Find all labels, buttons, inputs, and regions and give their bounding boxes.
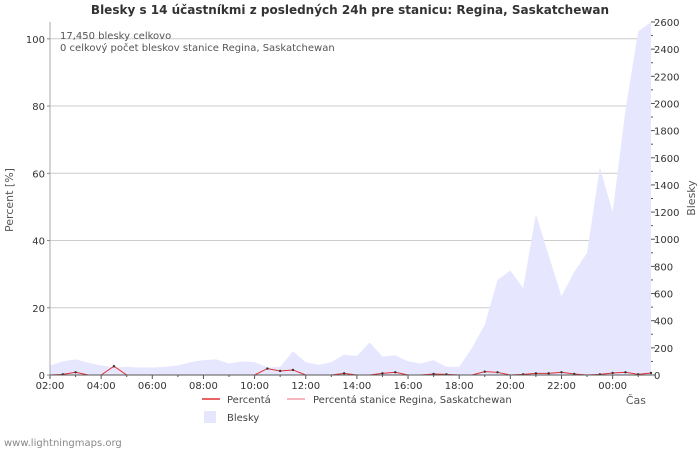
left-tick-label-0: 0 bbox=[39, 371, 45, 382]
percent-point-23 bbox=[342, 372, 346, 375]
percent-point-40 bbox=[560, 371, 563, 374]
x-tick-label-2: 06:00 bbox=[138, 381, 167, 392]
percent-point-34 bbox=[483, 370, 486, 373]
right-tick-label-13: 2600 bbox=[654, 18, 679, 29]
x-tick-label-0: 02:00 bbox=[36, 381, 65, 392]
right-tick-label-4: 800 bbox=[654, 262, 673, 273]
percent-point-45 bbox=[624, 371, 627, 374]
legend-swatch-strikes bbox=[204, 411, 216, 423]
right-axis-ticks: 0 200 400 600 800 1000 1200 1400 1600 1800 2000 220… bbox=[651, 18, 679, 382]
x-tick-label-11: 00:00 bbox=[598, 381, 627, 392]
x-axis-ticks: 02:00 04:00 06:00 08:00 10:00 12:00 14:00 16:00… bbox=[36, 375, 639, 392]
x-tick-label-4: 10:00 bbox=[240, 381, 269, 392]
area-layer bbox=[50, 22, 651, 375]
left-tick-label-1: 20 bbox=[32, 304, 45, 315]
percent-point-5 bbox=[112, 365, 116, 368]
percent-point-27 bbox=[394, 371, 397, 374]
percent-point-38 bbox=[534, 372, 538, 375]
right-tick-label-11: 2200 bbox=[654, 72, 679, 83]
x-tick-label-10: 22:00 bbox=[547, 381, 576, 392]
left-axis-ticks: 0 20 40 60 80 100 bbox=[26, 35, 50, 382]
legend-label-strikes: Blesky bbox=[227, 413, 259, 424]
percent-point-35 bbox=[496, 371, 499, 374]
legend-label-percent: Percentá bbox=[227, 394, 271, 406]
x-tick-label-6: 14:00 bbox=[342, 381, 371, 392]
right-tick-label-9: 1800 bbox=[654, 127, 679, 138]
percent-point-17 bbox=[266, 367, 269, 370]
x-tick-label-1: 04:00 bbox=[87, 381, 116, 392]
right-tick-label-2: 400 bbox=[654, 317, 673, 328]
percent-point-2 bbox=[74, 371, 77, 374]
percent-point-18 bbox=[278, 369, 282, 373]
x-tick-label-5: 12:00 bbox=[291, 381, 320, 392]
right-tick-label-8: 1600 bbox=[654, 154, 679, 165]
x-tick-label-9: 20:00 bbox=[496, 381, 525, 392]
x-tick-label-3: 08:00 bbox=[189, 381, 218, 392]
right-tick-label-7: 1400 bbox=[654, 181, 679, 192]
grid-lines bbox=[50, 38, 651, 309]
y-axis-left-label: Percent [%] bbox=[3, 168, 16, 232]
right-tick-label-1: 200 bbox=[654, 344, 673, 355]
left-tick-label-4: 80 bbox=[32, 102, 45, 113]
percent-point-19 bbox=[291, 368, 295, 372]
percent-point-26 bbox=[381, 372, 384, 375]
percent-point-47 bbox=[649, 371, 653, 375]
legend: Percentá Percentá stanice Regina, Saskat… bbox=[202, 394, 512, 424]
left-tick-label-5: 100 bbox=[26, 35, 45, 46]
legend-label-station-percent: Percentá stanice Regina, Saskatchewan bbox=[313, 394, 512, 406]
info-station-strikes: 0 celkový počet bleskov stanice Regina, … bbox=[60, 42, 335, 54]
left-tick-label-2: 40 bbox=[32, 237, 45, 248]
percent-point-44 bbox=[611, 371, 614, 375]
percent-point-39 bbox=[547, 372, 550, 375]
x-axis-label: Čas bbox=[626, 394, 646, 407]
chart-title: Blesky s 14 účastníkmi z posledných 24h … bbox=[91, 3, 609, 17]
right-tick-label-5: 1000 bbox=[654, 235, 679, 246]
x-tick-label-8: 18:00 bbox=[445, 381, 474, 392]
source-watermark: www.lightningmaps.org bbox=[4, 438, 122, 449]
right-tick-label-6: 1200 bbox=[654, 208, 679, 219]
info-total-strikes: 17,450 blesky celkovo bbox=[60, 31, 171, 42]
right-tick-label-10: 2000 bbox=[654, 99, 679, 110]
y-axis-right-label: Blesky bbox=[685, 180, 698, 216]
left-tick-label-3: 60 bbox=[32, 169, 45, 180]
right-tick-label-12: 2400 bbox=[654, 45, 679, 56]
series-strikes-area bbox=[50, 22, 651, 375]
x-tick-label-7: 16:00 bbox=[394, 381, 423, 392]
right-tick-label-3: 600 bbox=[654, 290, 673, 301]
right-tick-label-0: 0 bbox=[654, 371, 660, 382]
